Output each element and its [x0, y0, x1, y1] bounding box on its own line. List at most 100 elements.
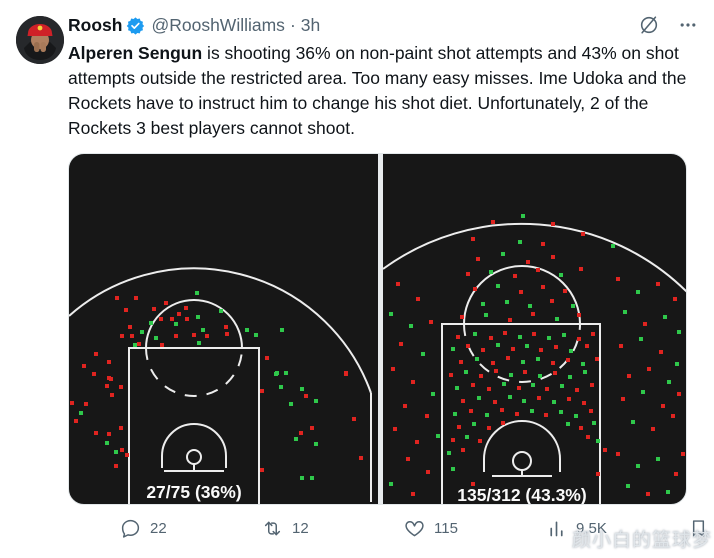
shot-dot-miss — [618, 344, 623, 348]
like-icon — [405, 521, 424, 537]
shot-dot-miss — [304, 394, 308, 398]
shot-dot-make — [635, 290, 640, 294]
shot-dot-make — [274, 372, 278, 376]
shot-dot-miss — [456, 425, 461, 429]
author-name[interactable]: Roosh — [68, 15, 123, 35]
more-options-icon[interactable] — [678, 15, 698, 35]
shot-chart-label-left: 27/75 (36%) — [146, 482, 241, 502]
tweet-timestamp[interactable]: 3h — [300, 15, 321, 35]
shot-dot-make — [314, 399, 318, 403]
shot-dot-miss — [459, 315, 464, 319]
shot-dot-miss — [672, 297, 677, 301]
shot-dot-miss — [115, 296, 119, 300]
shot-dot-make — [450, 347, 455, 351]
like-button[interactable]: 115 — [404, 518, 546, 539]
shot-dot-miss — [550, 222, 555, 226]
repost-button[interactable]: 12 — [262, 518, 404, 539]
shot-dot-make — [530, 383, 535, 387]
shot-dot-make — [435, 434, 440, 438]
shot-dot-make — [149, 321, 153, 325]
shot-dot-miss — [260, 389, 264, 393]
shot-dot-make — [310, 476, 314, 480]
shot-dot-make — [300, 476, 304, 480]
shot-dot-miss — [645, 492, 650, 496]
shot-dot-miss — [164, 301, 168, 305]
shot-dot-make — [140, 330, 144, 334]
shot-dot-make — [195, 291, 199, 295]
shot-dot-miss — [160, 343, 164, 347]
free-throw-circle-bottom-dashed — [145, 347, 243, 397]
free-throw-circle-top — [145, 299, 243, 349]
shot-dot-miss — [410, 492, 415, 496]
shot-dot-make — [640, 390, 645, 394]
shot-dot-miss — [299, 431, 303, 435]
shot-dot-miss — [310, 426, 314, 430]
repost-icon — [264, 521, 281, 536]
shot-dot-miss — [455, 335, 460, 339]
shot-dots — [388, 214, 685, 496]
shot-dot-miss — [425, 470, 430, 474]
shot-dot-make — [501, 382, 506, 386]
shot-dot-miss — [392, 427, 397, 431]
shot-dot-make — [114, 450, 118, 454]
shot-dot-miss — [460, 448, 465, 452]
shot-dot-make — [674, 362, 679, 366]
shot-dot-make — [554, 317, 559, 321]
shot-dot-make — [196, 315, 200, 319]
shot-dot-miss — [620, 397, 625, 401]
author-handle[interactable]: @RooshWilliams — [151, 15, 285, 35]
tweet-header: Roosh @RooshWilliams · 3h — [68, 14, 698, 36]
shot-dot-miss — [615, 452, 620, 456]
shot-dot-miss — [470, 482, 475, 486]
shot-dot-miss — [205, 334, 209, 338]
shot-dot-make — [388, 312, 393, 316]
shot-dot-miss — [478, 374, 483, 378]
shot-dot-miss — [265, 356, 269, 360]
shot-dot-miss — [458, 360, 463, 364]
court-lines-left — [69, 267, 372, 504]
shot-dot-make — [570, 304, 575, 308]
reply-button[interactable]: 22 — [120, 518, 262, 539]
shot-dot-make — [507, 395, 512, 399]
shot-dot-make — [517, 240, 522, 244]
header-separator: · — [289, 15, 296, 35]
shot-dot-make — [201, 328, 205, 332]
shot-dot-miss — [94, 431, 98, 435]
shot-dot-miss — [543, 413, 548, 417]
shot-dot-make — [517, 335, 522, 339]
tweet-text-bold-lead: Alperen Sengun — [68, 43, 203, 63]
shot-dot-miss — [130, 334, 134, 338]
shot-dot-miss — [470, 237, 475, 241]
backboard — [164, 464, 224, 472]
shot-dot-miss — [595, 472, 600, 476]
views-button[interactable]: 9.5K — [546, 518, 688, 539]
shot-dot-miss — [192, 333, 196, 337]
shot-dot-miss — [550, 361, 555, 365]
shot-dot-make — [314, 442, 318, 446]
bookmark-button[interactable] — [688, 518, 709, 539]
shot-dot-miss — [553, 345, 558, 349]
avatar[interactable] — [16, 16, 64, 64]
grok-icon[interactable] — [638, 14, 660, 36]
shot-dot-make — [568, 349, 573, 353]
shot-dot-miss — [475, 257, 480, 261]
shot-dot-miss — [450, 438, 455, 442]
shot-dot-make — [573, 414, 578, 418]
shot-dot-miss — [414, 440, 419, 444]
shot-dot-miss — [585, 435, 590, 439]
three-point-arc — [382, 222, 686, 293]
tweet-media-shot-chart[interactable]: 27/75 (36%) 135/31 — [68, 153, 687, 505]
shot-dot-make — [300, 387, 304, 391]
verified-badge-icon — [127, 16, 145, 35]
shot-dot-miss — [174, 334, 178, 338]
shot-dot-miss — [137, 342, 141, 346]
shot-dot-miss — [646, 367, 651, 371]
shot-dot-miss — [107, 360, 111, 364]
shot-dot-miss — [477, 439, 482, 443]
paint-key — [440, 323, 601, 504]
shot-dot-make — [622, 310, 627, 314]
shot-dot-miss — [134, 296, 138, 300]
shot-dot-make — [521, 399, 526, 403]
shot-chart-label-right: 135/312 (43.3%) — [457, 485, 586, 505]
shot-dot-make — [537, 374, 542, 378]
